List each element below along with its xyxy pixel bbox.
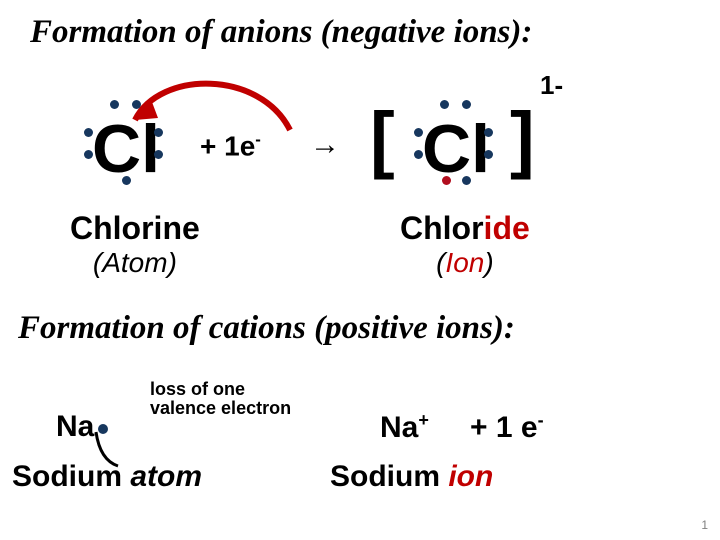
bracket-open: [ (370, 96, 395, 181)
chloride-ion-lewis: Cl (422, 110, 490, 188)
electron-dot-icon (462, 100, 471, 109)
loss-line2: valence electron (150, 399, 291, 418)
cl-symbol-right: Cl (422, 111, 490, 187)
sodium-atom-label: Sodium atom (12, 460, 202, 494)
electron-dot-icon (462, 176, 471, 185)
chloride-ion-label: Chloride (Ion) (400, 210, 530, 279)
chlorine-atom-label: Chlorine (Atom) (70, 210, 200, 279)
electron-dot-icon (132, 100, 141, 109)
electron-dot-icon (414, 128, 423, 137)
chloride-pre: Chlor (400, 210, 484, 246)
bracket-close: ] (510, 96, 535, 181)
electron-dot-icon (440, 100, 449, 109)
electron-dot-icon (84, 150, 93, 159)
plus-1e-text: + 1e (200, 130, 255, 161)
electron-dot-icon (122, 176, 131, 185)
plus-one-electron-right: + 1 e- (470, 410, 544, 445)
electron-loss-caption: loss of one valence electron (150, 380, 291, 418)
anion-title: Formation of anions (negative ions): (30, 14, 532, 51)
sodium-atom-text: Sodium atom (12, 460, 202, 493)
chloride-suffix: ide (484, 210, 530, 246)
electron-dot-icon (84, 128, 93, 137)
page-number: 1 (701, 518, 708, 532)
plus-1e-super: - (255, 130, 261, 149)
electron-dot-icon (154, 128, 163, 137)
electron-dot-icon (154, 150, 163, 159)
reaction-arrow-icon: → (310, 128, 340, 162)
cation-title: Formation of cations (positive ions): (18, 310, 515, 347)
chlorine-atom-lewis: Cl (92, 110, 160, 188)
electron-dot-icon (110, 100, 119, 109)
loss-line1: loss of one (150, 380, 291, 399)
na-ion-text: Na (380, 411, 418, 444)
sodium-atom-symbol: Na (56, 410, 94, 444)
na-text: Na (56, 410, 94, 443)
atom-type-text: (Atom) (93, 247, 177, 279)
electron-dot-icon (484, 150, 493, 159)
slide-root: Formation of anions (negative ions): Cl … (0, 0, 720, 540)
ion-paren-close: ) (484, 247, 493, 278)
chlorine-text: Chlorine (70, 210, 200, 247)
chloride-text: Chloride (400, 210, 530, 247)
sodium-ion-label: Sodium ion (330, 460, 493, 494)
plus-one-electron: + 1e- (200, 130, 261, 162)
electron-dot-icon (484, 128, 493, 137)
electron-loss-arrow-icon (94, 430, 118, 432)
na-ion-charge: + (418, 410, 429, 430)
ion-charge-label: 1- (540, 70, 563, 101)
sodium-ion-suffix: ion (448, 460, 493, 493)
ion-word: Ion (445, 247, 484, 278)
sodium-ion-symbol: Na+ (380, 410, 429, 445)
plus-1e-right-text: + 1 e (470, 411, 538, 444)
electron-dot-icon (414, 150, 423, 159)
ion-type-text: (Ion) (436, 247, 494, 279)
electron-dot-icon (442, 176, 451, 185)
sodium-ion-pre: Sodium (330, 460, 448, 493)
plus-1e-right-super: - (538, 410, 544, 430)
